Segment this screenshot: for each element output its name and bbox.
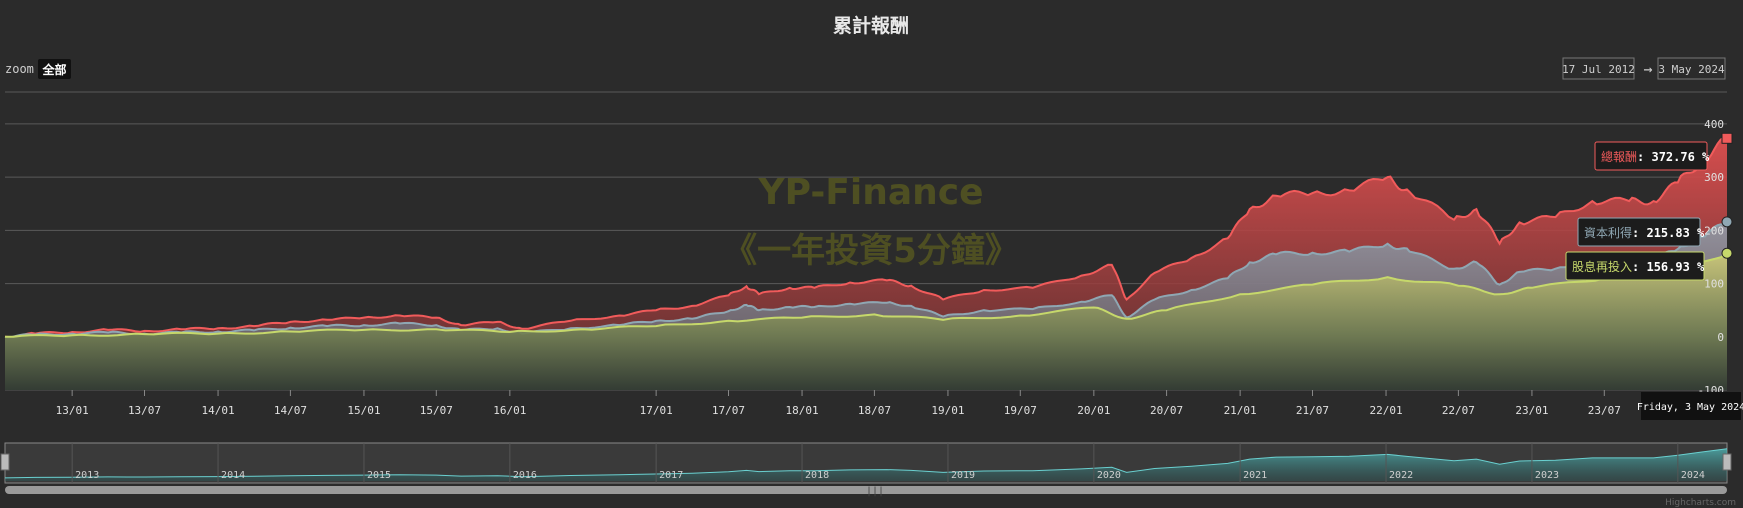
- date-range: 17 Jul 2012 → 3 May 2024: [1562, 57, 1726, 80]
- series-line: [4, 252, 1728, 338]
- navigator-tick-label: 2015: [367, 470, 391, 481]
- navigator[interactable]: [4, 442, 1728, 484]
- series-areas: [4, 136, 1728, 390]
- x-tick-label: 18/01: [785, 404, 818, 417]
- series-end-marker: [1721, 132, 1733, 144]
- range-arrow: →: [1643, 60, 1652, 78]
- x-tick-label: 20/07: [1150, 404, 1183, 417]
- scrollbar[interactable]: |||: [5, 486, 1727, 497]
- x-tick-label: 13/07: [128, 404, 161, 417]
- zoom-label: zoom: [5, 62, 34, 76]
- series-end-markers: [1721, 132, 1733, 259]
- y-tick-label: 100: [1704, 278, 1724, 291]
- zoom-all-label: 全部: [41, 62, 66, 77]
- x-tick-label: 21/01: [1224, 404, 1257, 417]
- chart-title: 累計報酬: [833, 14, 909, 37]
- navigator-handle-right[interactable]: [1722, 453, 1732, 471]
- zoom-all-button[interactable]: 全部: [38, 59, 71, 79]
- tooltip-label: 總報酬: 372.76 %: [1601, 149, 1710, 164]
- range-to-input[interactable]: 3 May 2024: [1657, 57, 1726, 80]
- navigator-tick-label: 2023: [1535, 470, 1559, 481]
- x-tick-label: 14/01: [201, 404, 234, 417]
- range-to-text: 3 May 2024: [1658, 63, 1725, 76]
- tooltip-date: Friday, 3 May 2024: [1637, 392, 1743, 420]
- x-tick-label: 17/01: [640, 404, 673, 417]
- navigator-tick-label: 2018: [805, 470, 829, 481]
- series-tooltip: 總報酬: 372.76 %: [1594, 141, 1710, 171]
- x-tick-label: 15/07: [420, 404, 453, 417]
- x-tick-label: 13/01: [56, 404, 89, 417]
- navigator-tick-label: 2024: [1681, 470, 1705, 481]
- watermark-line-1: YP-Finance: [758, 172, 984, 213]
- tooltip-date-text: Friday, 3 May 2024: [1637, 402, 1743, 413]
- x-tick-label: 19/01: [931, 404, 964, 417]
- x-axis: 13/01 13/07 14/01 14/07 15/01 15/07 16/01 17/01…: [56, 390, 1621, 417]
- x-tick-label: 23/07: [1588, 404, 1621, 417]
- watermark-line-2: 《一年投資5分鐘》: [723, 231, 1019, 271]
- series-tooltip: 資本利得: 215.83 %: [1577, 217, 1705, 247]
- navigator-tick-label: 2013: [75, 470, 99, 481]
- navigator-tick-label: 2017: [659, 470, 683, 481]
- credit: Highcharts.com: [1665, 498, 1736, 508]
- navigator-tick-label: 2016: [513, 470, 537, 481]
- x-tick-label: 22/07: [1442, 404, 1475, 417]
- x-tick-label: 16/01: [493, 404, 526, 417]
- y-tick-label: 0: [1717, 331, 1724, 344]
- tooltip-label: 股息再投入: 156.93 %: [1572, 259, 1705, 274]
- x-tick-label: 20/01: [1077, 404, 1110, 417]
- scrollbar-grip: |||: [866, 486, 884, 497]
- x-tick-label: 18/07: [858, 404, 891, 417]
- x-tick-label: 17/07: [712, 404, 745, 417]
- y-tick-label: 400: [1704, 118, 1724, 131]
- watermark: YP-Finance 《一年投資5分鐘》: [723, 172, 1019, 271]
- navigator-tick-label: 2020: [1097, 470, 1121, 481]
- x-tick-label: 22/01: [1369, 404, 1402, 417]
- series-end-marker: [1721, 247, 1733, 259]
- y-tick-label: 300: [1704, 171, 1724, 184]
- range-from-input[interactable]: 17 Jul 2012: [1562, 57, 1635, 80]
- navigator-tick-label: 2021: [1243, 470, 1267, 481]
- x-tick-label: 23/01: [1515, 404, 1548, 417]
- zoom-controls: zoom 全部: [5, 59, 71, 79]
- x-tick-label: 15/01: [347, 404, 380, 417]
- series-tooltip: 股息再投入: 156.93 %: [1565, 251, 1705, 281]
- navigator-tick-label: 2022: [1389, 470, 1413, 481]
- x-tick-label: 19/07: [1004, 404, 1037, 417]
- navigator-line: [4, 448, 1728, 479]
- tooltip-label: 資本利得: 215.83 %: [1584, 225, 1705, 240]
- series-end-marker: [1721, 216, 1733, 228]
- navigator-ticks: 2013 2014 2015 2016 2017 2018 2019 2020 2021 2022…: [71, 443, 1705, 483]
- y-tick-label: 200: [1704, 224, 1724, 237]
- navigator-area: [5, 448, 1727, 481]
- navigator-tick-label: 2019: [951, 470, 975, 481]
- series-line: [4, 221, 1728, 339]
- x-tick-label: 21/07: [1296, 404, 1329, 417]
- range-from-text: 17 Jul 2012: [1562, 63, 1635, 76]
- series-line: [4, 136, 1728, 338]
- navigator-tick-label: 2014: [221, 470, 245, 481]
- x-tick-label: 14/07: [274, 404, 307, 417]
- navigator-handle-left[interactable]: [0, 453, 10, 471]
- series-tooltips: 總報酬: 372.76 % 資本利得: 215.83 % 股息再投入: 156.93…: [1565, 141, 1710, 281]
- series-area: [5, 253, 1727, 390]
